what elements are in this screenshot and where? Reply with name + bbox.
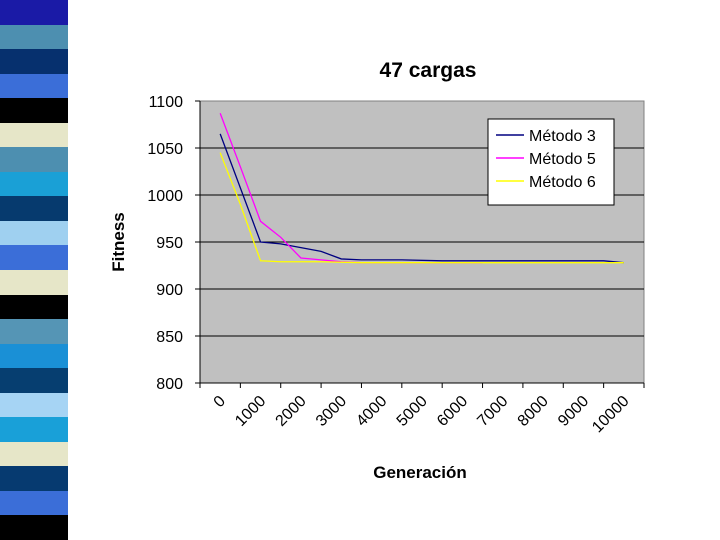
x-tick-label: 8000 <box>515 393 552 430</box>
stripe-block <box>0 319 68 345</box>
stripe-block <box>0 441 68 467</box>
stripe-block <box>0 171 68 197</box>
stripe-block <box>0 49 68 75</box>
stripe-block <box>0 490 68 516</box>
stripe-block <box>0 294 68 320</box>
stripe-block <box>0 147 68 173</box>
y-tick-label: 900 <box>156 282 183 299</box>
x-tick-label: 1000 <box>232 393 269 430</box>
x-tick-label: 3000 <box>313 393 350 430</box>
series-lines <box>219 112 624 264</box>
stripe-block <box>0 515 68 540</box>
gridlines <box>200 147 644 337</box>
y-tick-label: 1100 <box>149 94 184 111</box>
x-tick-label: 4000 <box>353 393 390 430</box>
series-line <box>219 133 624 264</box>
stripe-block <box>0 0 68 26</box>
x-tick-label: 10000 <box>589 393 633 437</box>
legend-label: Método 5 <box>529 151 596 168</box>
stripe-block <box>0 122 68 148</box>
x-tick-label: 0 <box>211 393 229 411</box>
stripe-block <box>0 73 68 99</box>
y-axis-ticks: 800 850 900 950 1000 1050 1100 <box>147 94 200 393</box>
legend: Método 3 Método 5 Método 6 <box>487 118 615 206</box>
series-line <box>219 152 624 264</box>
stripe-block <box>0 417 68 443</box>
stripe-block <box>0 270 68 296</box>
legend-label: Método 3 <box>529 128 596 145</box>
stripe-block <box>0 24 68 50</box>
y-tick-label: 800 <box>156 376 183 393</box>
x-tick-label: 9000 <box>555 393 592 430</box>
decorative-stripe <box>0 0 68 540</box>
y-axis-label: Fitness <box>109 212 128 272</box>
stripe-block <box>0 220 68 246</box>
legend-box <box>487 118 615 206</box>
x-tick-label: 6000 <box>434 393 471 430</box>
stripe-block <box>0 343 68 369</box>
stripe-block <box>0 245 68 271</box>
stripe-block <box>0 368 68 394</box>
stripe-block <box>0 196 68 222</box>
stripe-block <box>0 392 68 418</box>
y-tick-label: 950 <box>156 235 183 252</box>
stripe-block <box>0 98 68 124</box>
x-tick-label: 2000 <box>273 393 310 430</box>
stripe-block <box>0 466 68 492</box>
chart-title: 47 cargas <box>380 59 477 82</box>
legend-label: Método 6 <box>529 174 596 191</box>
y-tick-label: 1050 <box>147 141 183 158</box>
x-tick-label: 5000 <box>394 393 431 430</box>
y-tick-label: 1000 <box>147 188 183 205</box>
y-tick-label: 850 <box>156 329 183 346</box>
x-tick-label: 7000 <box>474 393 511 430</box>
x-axis-label: Generación <box>373 463 467 482</box>
